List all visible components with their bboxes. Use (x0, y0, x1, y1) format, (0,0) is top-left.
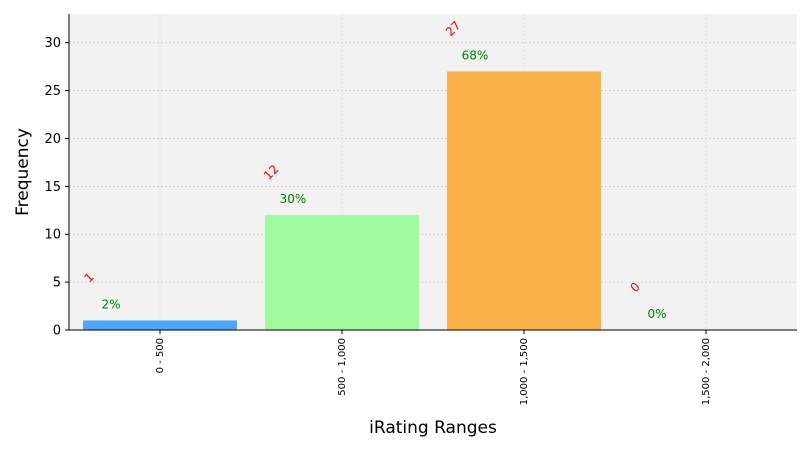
y-tick-label: 5 (53, 276, 61, 291)
percent-label: 2% (101, 297, 120, 311)
y-tick-label: 15 (44, 180, 61, 195)
bar (265, 215, 419, 330)
x-tick-label: 1,500 - 2,000 (701, 338, 712, 405)
y-tick-label: 0 (53, 324, 61, 339)
y-tick-label: 30 (44, 36, 61, 51)
y-tick-label: 20 (44, 132, 61, 147)
percent-label: 0% (647, 307, 666, 321)
percent-label: 30% (280, 192, 307, 206)
y-axis-label: Frequency (13, 128, 33, 216)
x-axis-label: iRating Ranges (369, 418, 497, 438)
x-ticks: 0 - 500 500 - 1,000 1,000 - 1,500 1,500 - 2… (155, 330, 712, 405)
bar (447, 71, 601, 331)
y-tick-label: 25 (44, 84, 61, 99)
plot-area (69, 14, 797, 330)
x-tick-label: 1,000 - 1,500 (519, 338, 530, 405)
percent-label: 68% (462, 48, 489, 62)
bar (83, 320, 237, 330)
grid-layer (69, 14, 797, 330)
y-tick-label: 10 (44, 228, 61, 243)
x-tick-label: 0 - 500 (155, 338, 166, 373)
y-ticks: 0 5 10 15 20 25 30 (44, 36, 69, 339)
x-tick-label: 500 - 1,000 (337, 338, 348, 396)
bars-layer (83, 71, 601, 331)
